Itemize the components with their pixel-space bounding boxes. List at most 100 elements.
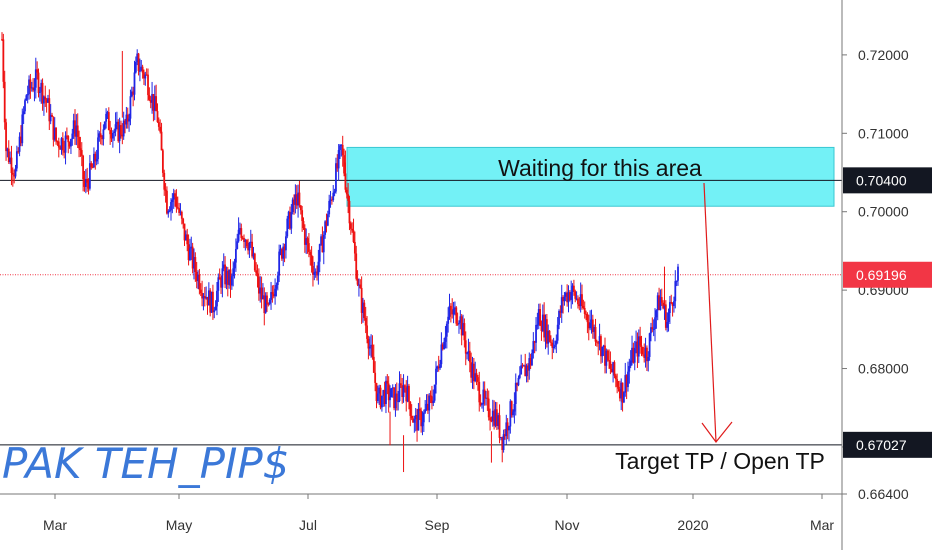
candle-body bbox=[539, 309, 541, 326]
candle-body bbox=[647, 356, 650, 362]
xtick-label: Nov bbox=[555, 517, 580, 533]
candle-body bbox=[106, 112, 109, 114]
price-badge-label: 0.67027 bbox=[856, 437, 907, 453]
candle-body bbox=[155, 96, 158, 112]
candle-body bbox=[470, 362, 473, 378]
candle-body bbox=[174, 193, 176, 197]
candle-body bbox=[590, 319, 593, 323]
candle-body bbox=[283, 246, 286, 251]
candle-body bbox=[97, 137, 99, 160]
candle-body bbox=[604, 345, 606, 366]
candle-body bbox=[460, 316, 463, 336]
candle-body bbox=[128, 118, 130, 122]
candle-body bbox=[271, 292, 274, 295]
candle-body bbox=[56, 141, 59, 143]
candle-body bbox=[290, 212, 293, 229]
candle-body bbox=[606, 350, 609, 360]
candle-body bbox=[562, 297, 564, 302]
candle-body bbox=[159, 126, 162, 132]
candle-body bbox=[636, 341, 639, 357]
candle-body bbox=[435, 368, 437, 385]
candle-body bbox=[663, 304, 666, 309]
candle-body bbox=[518, 374, 521, 378]
candle-body bbox=[352, 230, 355, 242]
candle-body bbox=[548, 330, 551, 342]
candle-body bbox=[575, 298, 578, 300]
candle-body bbox=[363, 302, 366, 318]
candle-body bbox=[671, 303, 674, 307]
xtick-label: Mar bbox=[810, 517, 834, 533]
candle-body bbox=[627, 371, 629, 388]
candle-body bbox=[664, 304, 667, 328]
candle-body bbox=[320, 236, 322, 245]
candle-body bbox=[14, 168, 17, 177]
candle-body bbox=[521, 365, 524, 367]
candle-body bbox=[633, 348, 636, 363]
candle-body bbox=[299, 205, 302, 211]
candle-body bbox=[379, 387, 382, 408]
candle-body bbox=[249, 241, 252, 243]
candle-body bbox=[255, 270, 258, 274]
candle-body bbox=[455, 307, 458, 324]
candle-body bbox=[443, 341, 446, 350]
candle-body bbox=[152, 94, 155, 111]
candle-body bbox=[652, 329, 655, 331]
candle-body bbox=[517, 377, 520, 386]
candle-body bbox=[309, 251, 312, 255]
candle-body bbox=[133, 72, 136, 95]
candle-body bbox=[64, 135, 67, 153]
candle-body bbox=[88, 163, 91, 189]
candle-body bbox=[34, 69, 37, 88]
arrow-head bbox=[701, 421, 733, 443]
candle-body bbox=[32, 87, 34, 91]
candle-body bbox=[205, 297, 208, 299]
candle-body bbox=[429, 395, 432, 397]
candle-body bbox=[408, 385, 410, 402]
candle-body bbox=[578, 304, 581, 307]
candle-body bbox=[490, 420, 493, 422]
candle-body bbox=[662, 302, 665, 309]
price-badge-0.67027 bbox=[843, 431, 932, 458]
candle-body bbox=[95, 159, 98, 162]
candle-body bbox=[303, 228, 306, 245]
candle-body bbox=[631, 347, 633, 361]
candle-body bbox=[172, 193, 175, 200]
candle-body bbox=[18, 136, 21, 152]
candle-body bbox=[132, 91, 135, 95]
candle-body bbox=[367, 338, 370, 349]
candle-body bbox=[99, 133, 102, 138]
candle-body bbox=[43, 96, 45, 104]
candle-body bbox=[491, 410, 494, 422]
candle-body bbox=[148, 95, 151, 100]
candle-body bbox=[49, 114, 52, 122]
candle-body bbox=[90, 163, 93, 168]
candle-body bbox=[240, 228, 243, 238]
candle-body bbox=[267, 303, 270, 305]
candle-body bbox=[479, 402, 482, 406]
price-axis-ticks: 0.720000.710000.700000.690000.680000.670… bbox=[842, 47, 909, 502]
candle-body bbox=[399, 383, 402, 386]
candle-body bbox=[555, 340, 558, 345]
candle-body bbox=[201, 293, 203, 299]
candle-body bbox=[179, 211, 182, 213]
price-badge-label: 0.70400 bbox=[856, 172, 907, 188]
candle-body bbox=[386, 380, 389, 384]
candle-body bbox=[418, 408, 421, 411]
candle-body bbox=[237, 229, 240, 242]
candle-body bbox=[232, 268, 235, 277]
candle-body bbox=[279, 249, 282, 252]
candle-body bbox=[297, 192, 299, 206]
candle-body bbox=[308, 243, 310, 252]
candle-body bbox=[364, 317, 367, 326]
candle-body bbox=[401, 385, 404, 398]
candle-body bbox=[262, 295, 264, 300]
candle-body bbox=[529, 358, 532, 366]
candle-body bbox=[167, 210, 170, 214]
candle-body bbox=[216, 290, 218, 307]
candle-body bbox=[176, 207, 179, 209]
candle-body bbox=[21, 114, 24, 144]
candle-body bbox=[462, 323, 464, 336]
candle-body bbox=[17, 151, 20, 153]
candle-body bbox=[252, 253, 255, 257]
